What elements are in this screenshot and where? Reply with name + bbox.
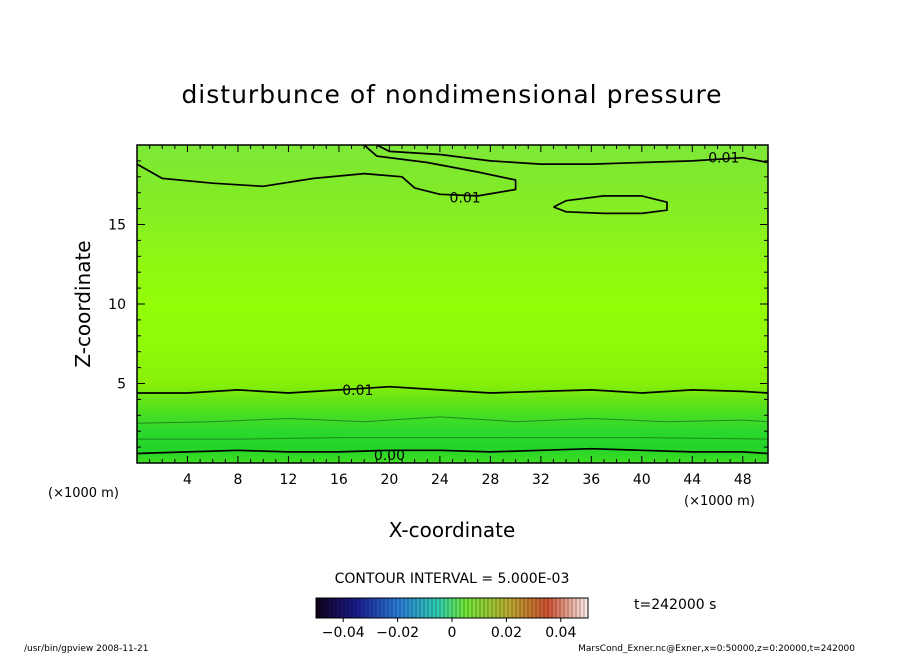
contour-line-2	[137, 416, 768, 424]
colorbar-tick-label: −0.04	[322, 625, 365, 641]
footer-left: /usr/bin/gpview 2008-11-21	[24, 644, 148, 654]
x-tick-label: 48	[734, 472, 752, 488]
x-tick-label: 8	[233, 472, 242, 488]
x-axis: 4 8 12 16 20 24 28 32 36 40 44 48	[136, 145, 769, 488]
contour-label-3: 0.01	[342, 383, 373, 399]
colorbar-tick-label: 0	[448, 625, 457, 641]
contour-line-1	[137, 437, 768, 440]
colorbar-ticks: −0.04 −0.02 0 0.02 0.04	[322, 618, 576, 641]
contour-line-4	[137, 145, 517, 197]
x-tick-label: 12	[280, 472, 298, 488]
x-tick-label: 36	[582, 472, 600, 488]
colorbar-stripes	[319, 598, 585, 618]
x-axis-title: X-coordinate	[389, 518, 516, 542]
x-tick-label: 32	[532, 472, 550, 488]
x-unit-right: (×1000 m)	[684, 494, 755, 509]
x-tick-label: 4	[183, 472, 192, 488]
y-tick-label: 15	[108, 218, 126, 234]
y-tick-label: 5	[117, 377, 126, 393]
contour-interval: CONTOUR INTERVAL = 5.000E-03	[335, 571, 570, 587]
contour-line-6	[553, 195, 668, 215]
y-tick-label: 10	[108, 297, 126, 313]
contour-label-5: 0.01	[708, 151, 739, 167]
plot-field	[137, 145, 768, 463]
x-tick-label: 24	[431, 472, 449, 488]
x-tick-label: 40	[633, 472, 651, 488]
footer-right: MarsCond_Exner.nc@Exner,x=0:50000,z=0:20…	[578, 644, 855, 654]
x-tick-label: 44	[683, 472, 701, 488]
time-label: t=242000 s	[634, 597, 716, 613]
colorbar-tick-label: 0.04	[545, 625, 576, 641]
colorbar-tick-label: 0.02	[491, 625, 522, 641]
contour-line-0	[137, 447, 768, 455]
contour-lines	[137, 145, 768, 455]
x-tick-label: 16	[330, 472, 348, 488]
contour-line-3	[137, 385, 768, 394]
x-unit-left: (×1000 m)	[48, 486, 119, 501]
y-axis: 5 10 15	[108, 144, 768, 464]
x-tick-label: 20	[380, 472, 398, 488]
y-axis-title: Z-coordinate	[71, 240, 95, 367]
x-tick-label: 28	[481, 472, 499, 488]
contour-label-4: 0.01	[450, 190, 481, 206]
colorbar-tick-label: −0.02	[376, 625, 419, 641]
chart-title: disturbunce of nondimensional pressure	[181, 80, 722, 109]
contour-line-5	[376, 145, 768, 165]
